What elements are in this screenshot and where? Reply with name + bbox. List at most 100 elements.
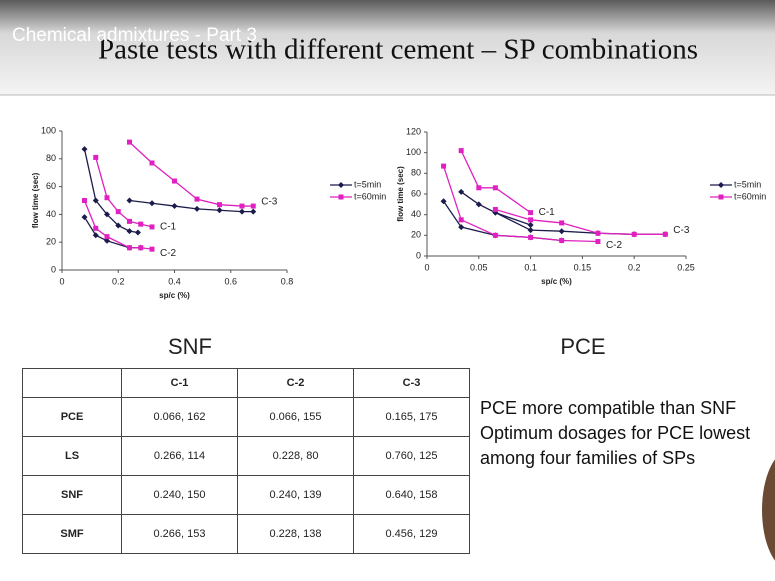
table-cell: 0.066, 162 <box>121 397 238 437</box>
marker <box>217 202 222 208</box>
y-tick-label: 40 <box>46 209 56 219</box>
legend-label: t=60min <box>734 191 766 201</box>
marker <box>458 224 465 231</box>
marker <box>528 210 534 216</box>
header-band <box>0 0 775 95</box>
y-tick-label: 60 <box>411 188 421 198</box>
table-header-row: C-1 C-2 C-3 <box>22 368 470 398</box>
table-cell: 0.228, 138 <box>237 514 354 554</box>
marker <box>93 154 99 160</box>
marker <box>93 225 99 231</box>
y-tick-label: 80 <box>46 153 56 163</box>
table-cell: 0.066, 155 <box>237 397 354 437</box>
y-tick-label: 80 <box>411 168 421 178</box>
marker <box>216 207 223 214</box>
column-header: C-1 <box>121 368 238 398</box>
marker <box>250 208 257 215</box>
marker <box>595 230 601 236</box>
curve-label: C-1 <box>160 222 177 233</box>
table-row: LS 0.266, 114 0.228, 80 0.760, 125 <box>22 436 470 476</box>
marker <box>149 224 155 230</box>
marker <box>631 231 637 237</box>
marker <box>82 198 87 203</box>
marker <box>718 182 724 188</box>
marker <box>595 239 601 245</box>
x-axis-label: sp/c (%) <box>159 291 190 300</box>
y-tick-label: 60 <box>46 181 56 191</box>
curve-label: C-1 <box>539 207 556 218</box>
marker <box>172 178 177 184</box>
x-tick-label: 0.25 <box>677 262 695 272</box>
y-tick-label: 120 <box>406 126 421 136</box>
y-tick-label: 40 <box>411 209 421 219</box>
legend-label: t=5min <box>734 179 761 189</box>
results-table: C-1 C-2 C-3 PCE 0.066, 162 0.066, 155 0.165, 1… <box>22 368 470 554</box>
x-tick-label: 0 <box>424 262 429 272</box>
marker <box>338 194 344 200</box>
marker <box>458 188 465 195</box>
series-line <box>442 150 666 243</box>
marker <box>194 196 200 202</box>
marker <box>138 221 144 227</box>
legend-label: t=60min <box>354 191 386 201</box>
marker <box>527 222 534 228</box>
y-tick-label: 0 <box>51 264 56 274</box>
x-tick-label: 0.6 <box>224 276 237 286</box>
table-corner <box>22 368 122 398</box>
note: PCE more compatible than SNF <box>480 398 737 418</box>
marker <box>558 228 565 235</box>
marker <box>441 163 447 169</box>
marker <box>492 232 498 238</box>
x-tick-label: 0 <box>59 276 64 286</box>
y-axis-label: flow time (sec) <box>396 166 405 222</box>
x-axis-label: sp/c (%) <box>541 277 572 286</box>
column-header: C-3 <box>353 368 470 398</box>
marker <box>149 200 155 207</box>
table-cell: 0.640, 158 <box>353 475 470 515</box>
marker <box>194 205 200 212</box>
y-tick-label: 20 <box>46 237 56 247</box>
series-line <box>83 141 254 250</box>
table-cell: 0.456, 129 <box>353 514 470 554</box>
marker <box>104 211 110 218</box>
chart-caption: SNF <box>168 334 212 359</box>
marker <box>127 245 132 251</box>
marker <box>458 217 464 223</box>
marker <box>134 229 141 236</box>
table-cell: 0.266, 153 <box>121 514 238 554</box>
table-cell: 0.165, 175 <box>353 397 470 437</box>
marker <box>250 203 256 209</box>
marker <box>81 146 88 153</box>
marker <box>239 203 245 209</box>
y-axis-label: flow time (sec) <box>31 172 40 228</box>
x-tick-label: 0.15 <box>574 262 592 272</box>
row-label: SMF <box>22 514 122 554</box>
marker <box>718 194 724 200</box>
column-header: C-2 <box>237 368 354 398</box>
marker <box>338 182 344 188</box>
x-tick-label: 0.2 <box>112 276 125 286</box>
marker <box>115 222 122 229</box>
marker <box>104 234 110 240</box>
marker <box>92 197 99 204</box>
table-row: SNF 0.240, 150 0.240, 139 0.640, 158 <box>22 475 470 515</box>
marker <box>559 238 565 243</box>
marker <box>138 245 144 251</box>
row-label: PCE <box>22 397 122 437</box>
marker <box>104 237 110 244</box>
curve-label: C-3 <box>261 197 278 208</box>
marker <box>81 214 88 221</box>
y-tick-label: 0 <box>416 250 421 260</box>
y-tick-label: 20 <box>411 230 421 240</box>
marker <box>492 185 498 191</box>
row-label: LS <box>22 436 122 476</box>
marker <box>662 231 668 237</box>
table-cell: 0.240, 150 <box>121 475 238 515</box>
video-title: Chemical admixtures - Part 3 <box>12 25 257 46</box>
y-tick-label: 100 <box>406 147 421 157</box>
curve-label: C-2 <box>160 248 177 259</box>
marker <box>92 232 99 239</box>
presenter <box>762 459 775 561</box>
marker <box>239 208 245 215</box>
